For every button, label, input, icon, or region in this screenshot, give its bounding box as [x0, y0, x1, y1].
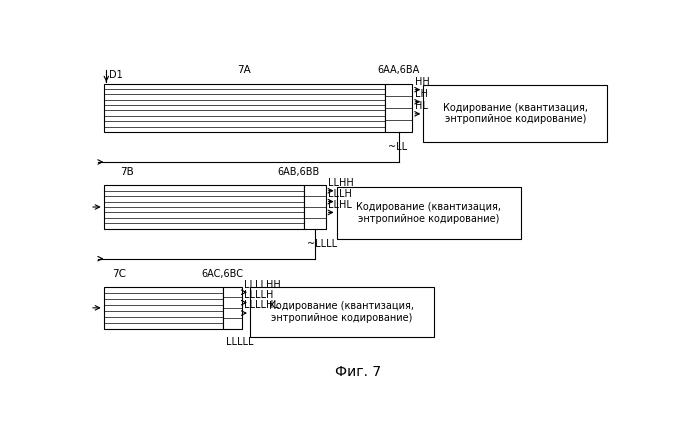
Bar — [223, 287, 242, 329]
Bar — [103, 185, 304, 229]
Text: LLHL: LLHL — [329, 200, 352, 210]
Text: 6AA,6BA: 6AA,6BA — [377, 65, 420, 75]
Text: HH: HH — [415, 77, 430, 87]
Text: LLLLHH: LLLLHH — [245, 280, 281, 290]
Text: ~LLLL: ~LLLL — [307, 239, 337, 249]
Text: Кодирование (квантизация,
энтропийное кодирование): Кодирование (квантизация, энтропийное ко… — [270, 301, 415, 323]
Text: LLLH: LLLH — [329, 189, 352, 199]
Bar — [385, 84, 412, 132]
Text: ~LL: ~LL — [388, 142, 407, 152]
Text: 6AB,6BB: 6AB,6BB — [277, 167, 319, 177]
Text: HL: HL — [415, 101, 428, 111]
Text: LH: LH — [415, 89, 428, 99]
Bar — [424, 85, 607, 142]
Text: Кодирование (квантизация,
энтропийное кодирование): Кодирование (квантизация, энтропийное ко… — [356, 202, 501, 223]
Text: 7C: 7C — [112, 269, 126, 279]
Bar — [250, 287, 434, 337]
Text: Кодирование (квантизация,
энтропийное кодирование): Кодирование (квантизация, энтропийное ко… — [443, 103, 588, 124]
Text: LLLLHL: LLLLHL — [245, 301, 280, 310]
Text: Фиг. 7: Фиг. 7 — [336, 365, 381, 379]
Bar — [103, 84, 385, 132]
Text: LLLLL: LLLLL — [226, 337, 253, 347]
Text: 6AC,6BC: 6AC,6BC — [201, 269, 243, 279]
Bar — [304, 185, 326, 229]
Text: 7A: 7A — [238, 65, 252, 75]
Text: D1: D1 — [109, 70, 123, 80]
Bar — [103, 287, 223, 329]
Bar — [337, 187, 521, 239]
Text: 7B: 7B — [120, 167, 134, 177]
Text: LLHH: LLHH — [329, 178, 354, 188]
Text: LLLLH: LLLLH — [245, 290, 274, 300]
